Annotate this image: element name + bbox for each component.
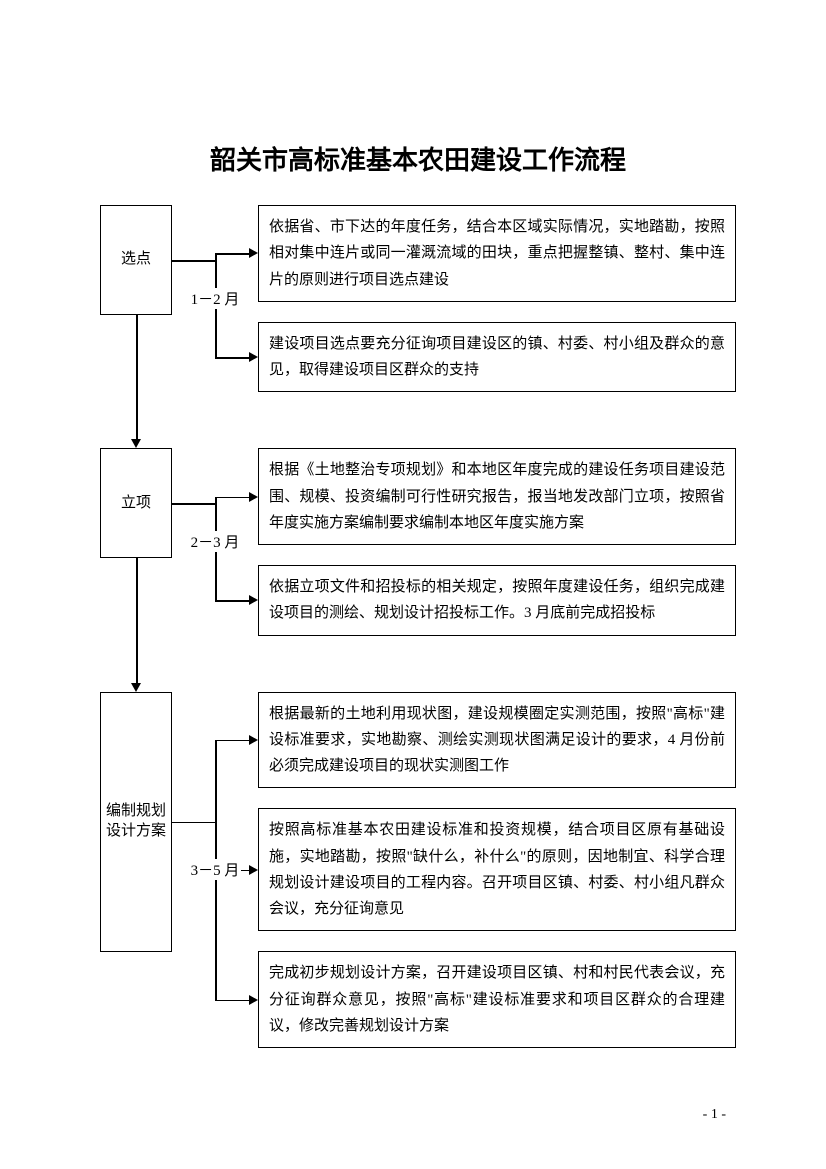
flowchart: 选点 1－2 月依据省、市下达的年度任务，结合本区域实际情况，实地踏勘，按照相对集… (100, 205, 736, 1048)
stage-desc-box: 按照高标准基本农田建设标准和投资规模，结合项目区原有基础设施，实地踏勘，按照"缺… (258, 808, 736, 931)
stage-period-label: 1－2 月 (189, 288, 242, 309)
flow-stage: 编制规划设计方案 3－5 月 根据最新的土地利用现状图，建设规模圈定实测范围，按照"… (100, 692, 736, 1049)
page-number: - 1 - (703, 1107, 726, 1123)
stage-desc-box: 建设项目选点要充分征询项目建设区的镇、村委、村小组及群众的意见，取得建设项目区群… (258, 322, 736, 393)
stage-desc-box: 根据《土地整治专项规划》和本地区年度完成的建设任务项目建设范围、规模、投资编制可… (258, 448, 736, 545)
stage-desc-box: 根据最新的土地利用现状图，建设规模圈定实测范围，按照"高标"建设标准要求，实地勘… (258, 692, 736, 789)
stage-right-col: 依据省、市下达的年度任务，结合本区域实际情况，实地踏勘，按照相对集中连片或同一灌… (258, 205, 736, 392)
stage-name-box: 编制规划设计方案 (100, 692, 172, 952)
flow-stage: 立项 2－3 月根据《土地整治专项规划》和本地区年度完成的建设任务项目建设范围、规… (100, 448, 736, 635)
stage-name-box: 选点 (100, 205, 172, 315)
stage-period-label: 2－3 月 (189, 531, 242, 552)
stage-name-box: 立项 (100, 448, 172, 558)
stage-period: 1－2 月 (172, 205, 258, 392)
stage-right-col: 根据《土地整治专项规划》和本地区年度完成的建设任务项目建设范围、规模、投资编制可… (258, 448, 736, 635)
stage-period-label: 3－5 月 (189, 859, 242, 880)
page-title: 韶关市高标准基本农田建设工作流程 (100, 140, 736, 177)
stage-period: 2－3 月 (172, 448, 258, 635)
stage-right-col: 根据最新的土地利用现状图，建设规模圈定实测范围，按照"高标"建设标准要求，实地勘… (258, 692, 736, 1049)
stage-desc-box: 依据省、市下达的年度任务，结合本区域实际情况，实地踏勘，按照相对集中连片或同一灌… (258, 205, 736, 302)
flow-stage: 选点 1－2 月依据省、市下达的年度任务，结合本区域实际情况，实地踏勘，按照相对集… (100, 205, 736, 392)
stage-desc-box: 依据立项文件和招投标的相关规定，按照年度建设任务，组织完成建设项目的测绘、规划设… (258, 565, 736, 636)
stage-desc-box: 完成初步规划设计方案，召开建设项目区镇、村和村民代表会议，充分征询群众意见，按照… (258, 951, 736, 1048)
